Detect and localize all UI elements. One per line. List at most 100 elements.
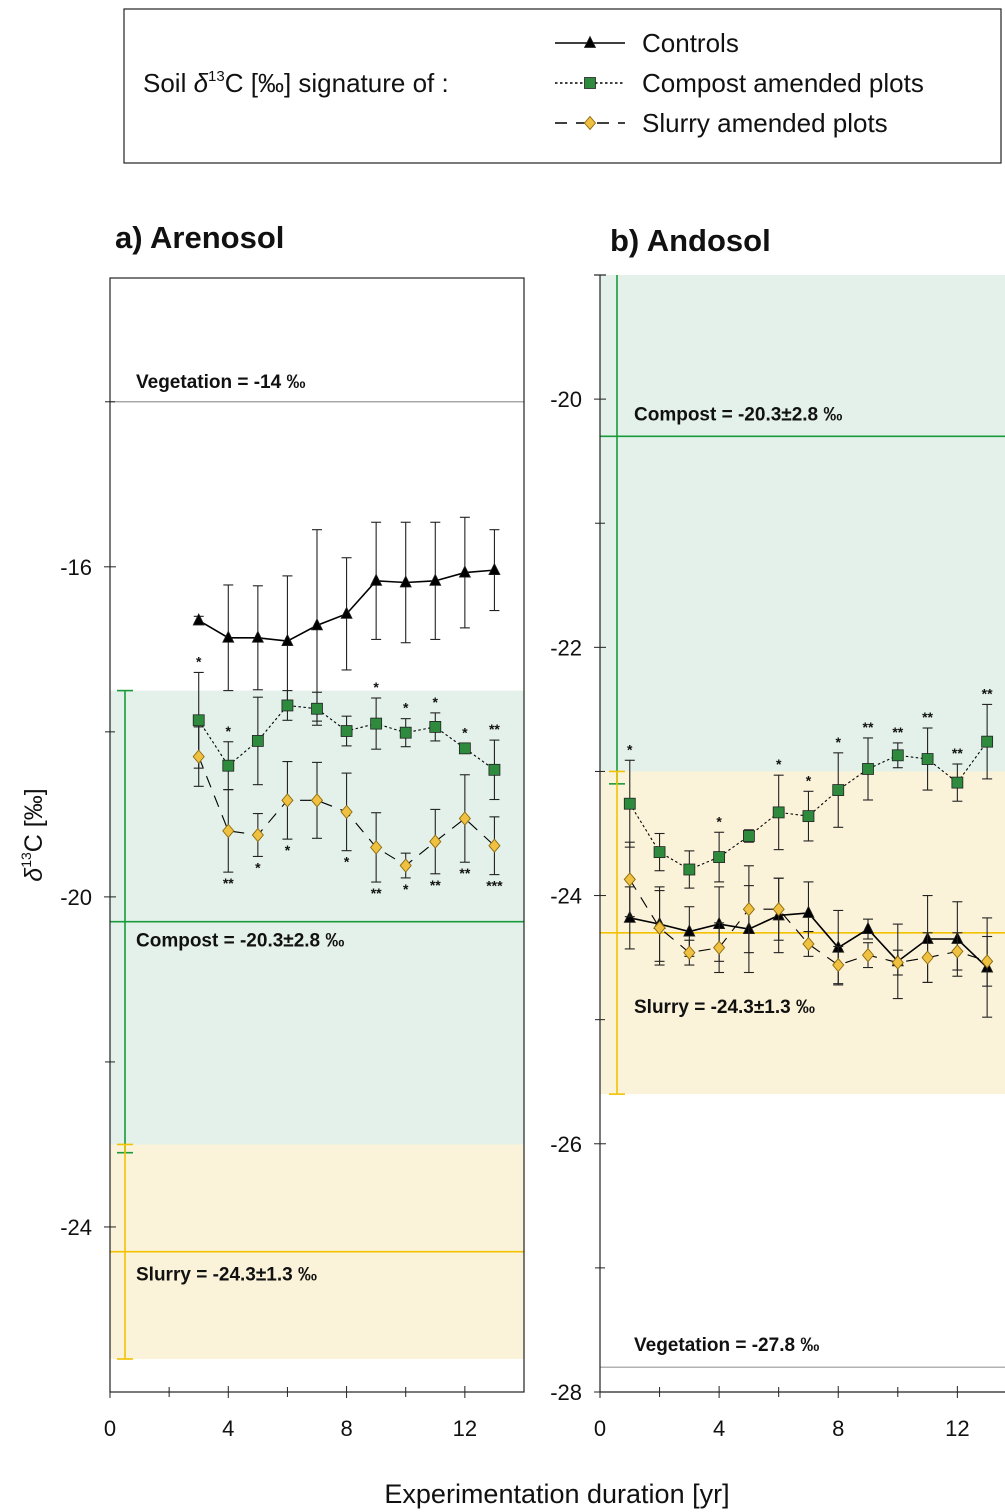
x-tick-label: 12	[453, 1416, 477, 1441]
significance-label: *	[716, 813, 722, 829]
significance-label: **	[952, 745, 963, 761]
legend-title-symbol: δ	[194, 68, 209, 98]
legend-label: Slurry amended plots	[642, 108, 888, 138]
x-tick-label: 4	[222, 1416, 234, 1441]
y-tick-label: -22	[550, 635, 582, 660]
significance-label: **	[922, 709, 933, 725]
significance-label: ***	[486, 878, 503, 894]
marker-square	[802, 810, 815, 823]
significance-label: *	[255, 859, 261, 875]
marker-triangle	[802, 905, 815, 918]
y-axis-label: δ13C [‰]	[18, 788, 48, 881]
significance-label: *	[344, 854, 350, 870]
panel-title: a) Arenosol	[115, 220, 284, 255]
legend-title-suffix: C [‰] signature of :	[225, 68, 449, 98]
marker-square	[370, 717, 383, 730]
marker-diamond	[861, 947, 875, 963]
marker-triangle	[281, 633, 294, 646]
y-tick-label: -24	[550, 884, 582, 909]
significance-label: **	[863, 719, 874, 735]
legend-marker	[583, 115, 597, 131]
significance-label: *	[373, 679, 379, 695]
y-label-suffix: C [‰]	[20, 788, 48, 852]
significance-label: **	[223, 875, 234, 891]
y-tick-label: -20	[60, 885, 92, 910]
marker-square	[921, 753, 934, 765]
x-tick-label: 8	[832, 1416, 844, 1441]
marker-square	[458, 742, 471, 755]
marker-diamond	[981, 954, 994, 969]
marker-diamond	[251, 827, 264, 843]
y-tick-label: -16	[60, 555, 92, 580]
reference-label: Slurry = -24.3±1.3 ‰	[634, 997, 815, 1018]
reference-band	[600, 275, 1005, 784]
legend-label: Controls	[642, 28, 739, 58]
marker-diamond	[488, 838, 501, 853]
marker-diamond	[623, 872, 636, 887]
significance-label: *	[836, 734, 842, 750]
legend-title-prefix: Soil	[143, 68, 194, 98]
significance-label: *	[776, 756, 782, 772]
marker-diamond	[683, 945, 696, 960]
marker-square	[742, 830, 755, 842]
marker-triangle	[399, 575, 412, 588]
marker-triangle	[222, 630, 235, 643]
marker-square	[281, 699, 294, 712]
significance-label: **	[459, 865, 470, 881]
plot-frame	[109, 277, 525, 1393]
significance-label: **	[371, 885, 382, 901]
marker-diamond	[891, 955, 904, 970]
marker-triangle	[488, 562, 501, 576]
marker-triangle	[861, 921, 875, 934]
marker-triangle	[192, 613, 205, 626]
marker-diamond	[921, 950, 934, 965]
x-axis-label: Experimentation duration [yr]	[384, 1479, 729, 1509]
significance-label: *	[226, 723, 232, 739]
marker-square	[222, 759, 235, 772]
x-tick-label: 0	[594, 1416, 606, 1441]
marker-square	[951, 776, 964, 789]
marker-square	[399, 726, 412, 739]
plot-layer	[110, 401, 524, 1360]
marker-diamond	[832, 957, 845, 973]
significance-label: **	[982, 685, 993, 701]
marker-diamond	[310, 793, 324, 808]
significance-label: *	[627, 741, 633, 757]
marker-diamond	[458, 811, 471, 826]
marker-square	[488, 763, 501, 776]
marker-diamond	[370, 840, 383, 855]
marker-square	[981, 735, 994, 748]
significance-label: *	[403, 700, 409, 716]
legend-marker	[584, 77, 596, 89]
marker-triangle	[251, 630, 265, 643]
y-tick-label: -26	[550, 1132, 582, 1157]
marker-diamond	[429, 834, 442, 849]
marker-diamond	[192, 749, 205, 764]
legend-title-isotope: 13	[208, 68, 225, 85]
marker-diamond	[340, 804, 353, 820]
marker-diamond	[399, 858, 412, 873]
marker-triangle	[429, 573, 442, 586]
marker-diamond	[951, 944, 964, 959]
y-tick-label: -24	[60, 1215, 92, 1240]
marker-square	[340, 725, 353, 737]
reference-label: Compost = -20.3±2.8 ‰	[634, 404, 842, 425]
marker-diamond	[772, 902, 785, 917]
y-label-symbol: δ	[20, 867, 48, 882]
marker-square	[862, 763, 874, 775]
legend-box	[123, 8, 1002, 164]
marker-square	[653, 846, 666, 859]
panel-title: b) Andosol	[610, 223, 771, 258]
significance-label: **	[892, 724, 903, 740]
marker-square	[832, 784, 845, 796]
x-tick-label: 12	[945, 1416, 969, 1441]
marker-square	[311, 702, 323, 715]
significance-label: *	[806, 772, 812, 788]
marker-square	[891, 749, 904, 762]
y-tick-label: -20	[550, 387, 582, 412]
significance-label: *	[285, 842, 291, 858]
legend-label: Compost amended plots	[642, 68, 924, 98]
marker-diamond	[222, 823, 235, 839]
